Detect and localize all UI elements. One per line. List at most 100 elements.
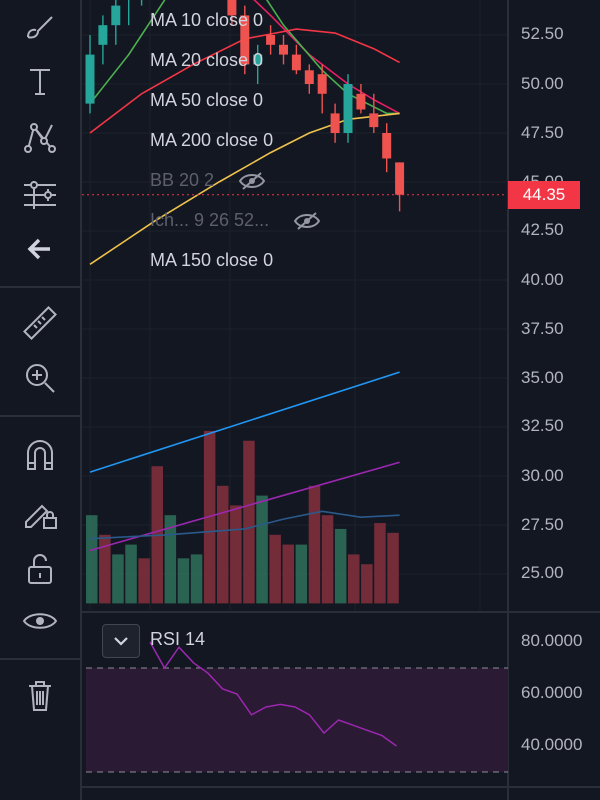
magnet-mode-button[interactable] bbox=[10, 432, 70, 478]
last-price-tag: 44.35 bbox=[508, 181, 580, 209]
ma-line bbox=[89, 510, 400, 540]
volume-bar bbox=[99, 534, 111, 604]
pencil-lock-icon bbox=[25, 504, 57, 529]
indicator-label: MA 50 close 0 bbox=[150, 90, 264, 110]
price-axis-label: 37.50 bbox=[521, 319, 564, 338]
indicator-ma-150[interactable]: MA 150 close 0 bbox=[150, 250, 273, 271]
volume-bar bbox=[374, 523, 386, 604]
candle-body bbox=[279, 44, 288, 55]
measure-tool[interactable] bbox=[10, 300, 70, 346]
volume-bar bbox=[190, 554, 203, 604]
candle-body bbox=[330, 113, 340, 133]
rsi-collapse-button[interactable] bbox=[102, 624, 140, 658]
eye-crossed-icon[interactable] bbox=[238, 171, 266, 191]
zoom-in-icon bbox=[26, 364, 55, 393]
candle-body bbox=[343, 84, 353, 133]
indicator-ma-200[interactable]: MA 200 close 0 bbox=[150, 130, 273, 151]
delete-drawings-button[interactable] bbox=[10, 672, 70, 718]
toolbar-divider bbox=[0, 415, 80, 417]
rsi-indicator-label[interactable]: RSI 14 bbox=[150, 629, 206, 649]
volume-bar bbox=[164, 515, 177, 604]
indicator-label: MA 200 close 0 bbox=[150, 130, 274, 150]
text-icon bbox=[30, 69, 50, 95]
ma-line bbox=[253, 0, 400, 115]
indicator-label: MA 150 close 0 bbox=[150, 250, 274, 270]
candle-body bbox=[395, 162, 405, 195]
indicator-label: Ich... 9 26 52... bbox=[150, 210, 270, 230]
ruler-icon bbox=[23, 306, 57, 340]
forecast-icon bbox=[24, 181, 56, 209]
unlock-button[interactable] bbox=[10, 545, 70, 591]
toolbar-divider bbox=[0, 658, 80, 660]
candle-body bbox=[304, 70, 314, 84]
visibility-button[interactable] bbox=[10, 598, 70, 644]
rsi-axis-label: 60.0000 bbox=[521, 683, 583, 702]
price-axis-label: 52.50 bbox=[521, 24, 564, 43]
text-tool[interactable] bbox=[10, 58, 70, 104]
eye-crossed-icon[interactable] bbox=[293, 211, 321, 231]
volume-bar bbox=[321, 515, 334, 604]
ma-line bbox=[89, 0, 400, 115]
candle-body bbox=[253, 54, 263, 65]
indicator-label: MA 10 close 0 bbox=[150, 10, 264, 30]
price-axis-label: 40.00 bbox=[521, 270, 564, 289]
prediction-tool[interactable] bbox=[10, 172, 70, 218]
volume-bar bbox=[361, 564, 373, 604]
volume-bar bbox=[269, 534, 281, 604]
price-axis-label: 25.00 bbox=[521, 563, 564, 582]
volume-bar bbox=[243, 440, 255, 604]
indicator-label: BB 20 2 bbox=[150, 170, 215, 190]
zoom-in-tool[interactable] bbox=[10, 355, 70, 401]
volume-bar bbox=[217, 485, 229, 604]
lock-drawings-button[interactable] bbox=[10, 489, 70, 535]
indicator-bb[interactable]: BB 20 2 bbox=[150, 170, 266, 191]
drawing-toolbar bbox=[0, 0, 82, 800]
volume-bar bbox=[256, 495, 268, 604]
rsi-line bbox=[149, 641, 397, 747]
candle-body bbox=[227, 0, 237, 16]
back-button[interactable] bbox=[10, 226, 70, 272]
candle-body bbox=[266, 35, 276, 45]
volume-bar bbox=[308, 485, 321, 604]
magnet-icon bbox=[27, 440, 53, 470]
volume-bar bbox=[138, 558, 150, 604]
indicator-ma-50[interactable]: MA 50 close 0 bbox=[150, 90, 263, 111]
chevron-down-icon bbox=[114, 637, 128, 646]
unlock-icon bbox=[28, 554, 52, 584]
brush-tool[interactable] bbox=[10, 4, 70, 50]
volume-bar bbox=[177, 558, 190, 604]
pattern-icon bbox=[24, 123, 56, 153]
candle-body bbox=[240, 15, 250, 65]
volume-bar bbox=[334, 528, 347, 604]
volume-bar bbox=[387, 532, 399, 604]
pattern-tool[interactable] bbox=[10, 114, 70, 160]
indicator-ichimoku[interactable]: Ich... 9 26 52... bbox=[150, 210, 321, 231]
rsi-axis-label: 40.0000 bbox=[521, 735, 583, 754]
price-axis-label: 30.00 bbox=[521, 466, 564, 485]
volume-bar bbox=[86, 515, 98, 604]
candle-body bbox=[111, 5, 121, 26]
arrow-left-icon bbox=[27, 238, 50, 260]
candle-body bbox=[291, 54, 301, 71]
candle-body bbox=[98, 25, 108, 45]
volume-bar bbox=[112, 554, 124, 604]
volume-bar bbox=[125, 544, 137, 604]
indicator-ma-10[interactable]: MA 10 close 0 bbox=[150, 10, 263, 31]
price-axis-label: 27.50 bbox=[521, 515, 564, 534]
candle-body bbox=[382, 133, 392, 159]
candle-body bbox=[85, 54, 95, 104]
eye-icon bbox=[22, 613, 58, 629]
rsi-band bbox=[86, 668, 508, 772]
candle-body bbox=[356, 93, 366, 110]
volume-bar bbox=[282, 544, 294, 604]
ma-line bbox=[89, 371, 400, 473]
price-axis-label: 47.50 bbox=[521, 123, 564, 142]
price-axis-label: 42.50 bbox=[521, 220, 564, 239]
volume-bar bbox=[348, 554, 360, 604]
volume-bar bbox=[230, 505, 242, 604]
price-axis-label: 35.00 bbox=[521, 368, 564, 387]
rsi-axis-label: 80.0000 bbox=[521, 631, 583, 650]
indicator-ma-20[interactable]: MA 20 close 0 bbox=[150, 50, 263, 71]
indicator-label: MA 20 close 0 bbox=[150, 50, 264, 70]
